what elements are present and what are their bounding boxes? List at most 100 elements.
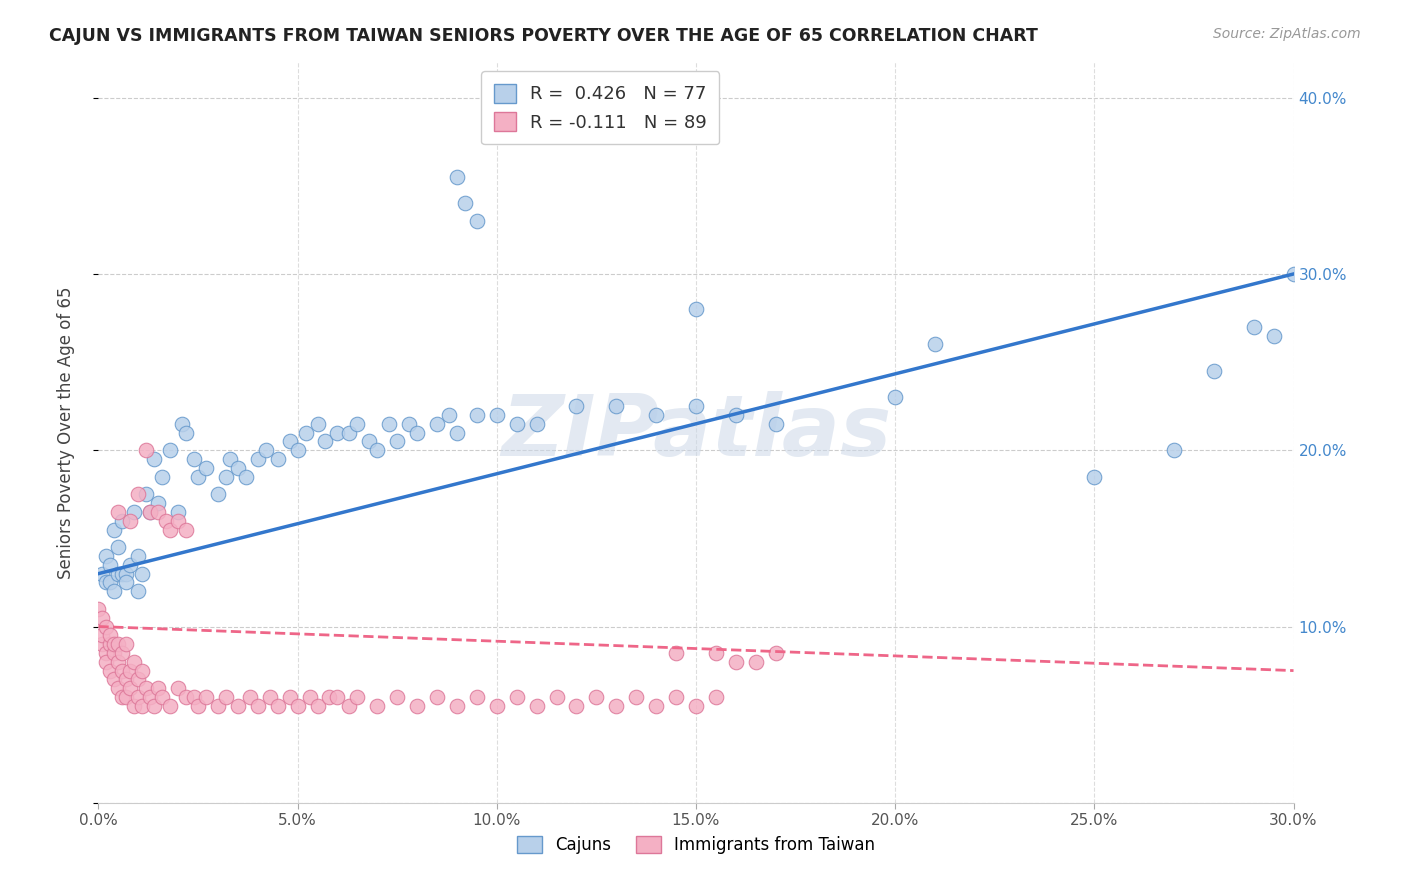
Point [278, 434, 301, 449]
Point [246, 698, 269, 713]
Point [465, 408, 488, 422]
Point [665, 646, 688, 660]
Point [96, 619, 118, 633]
Point [359, 434, 381, 449]
Point [565, 698, 588, 713]
Point [107, 655, 129, 669]
Point [724, 655, 747, 669]
Point [167, 505, 190, 519]
Point [98, 637, 122, 651]
Point [103, 646, 125, 660]
Point [605, 698, 627, 713]
Point [120, 664, 142, 678]
Point [267, 452, 290, 467]
Point [167, 514, 190, 528]
Point [207, 487, 229, 501]
Point [278, 690, 301, 704]
Point [111, 646, 134, 660]
Point [1263, 328, 1285, 343]
Point [103, 584, 125, 599]
Point [159, 698, 181, 713]
Point [139, 505, 162, 519]
Point [665, 690, 688, 704]
Point [174, 425, 197, 440]
Point [326, 425, 349, 440]
Point [135, 443, 157, 458]
Point [107, 681, 129, 696]
Point [174, 690, 197, 704]
Point [704, 646, 727, 660]
Point [96, 655, 118, 669]
Point [924, 337, 946, 351]
Point [298, 690, 321, 704]
Point [120, 558, 142, 572]
Text: CAJUN VS IMMIGRANTS FROM TAIWAN SENIORS POVERTY OVER THE AGE OF 65 CORRELATION C: CAJUN VS IMMIGRANTS FROM TAIWAN SENIORS … [49, 27, 1038, 45]
Point [124, 505, 146, 519]
Point [884, 390, 907, 404]
Point [159, 443, 181, 458]
Point [150, 690, 173, 704]
Point [765, 417, 787, 431]
Point [98, 664, 122, 678]
Point [183, 452, 205, 467]
Point [91, 610, 114, 624]
Point [226, 461, 249, 475]
Point [546, 690, 568, 704]
Point [187, 698, 209, 713]
Point [111, 664, 134, 678]
Point [745, 655, 768, 669]
Point [120, 681, 142, 696]
Point [127, 584, 149, 599]
Point [107, 540, 129, 554]
Point [111, 514, 134, 528]
Point [91, 628, 114, 642]
Point [215, 469, 238, 483]
Point [398, 417, 420, 431]
Point [91, 566, 114, 581]
Point [124, 698, 146, 713]
Point [87, 602, 110, 616]
Point [98, 628, 122, 642]
Point [98, 575, 122, 590]
Point [294, 425, 316, 440]
Point [318, 690, 340, 704]
Point [437, 408, 460, 422]
Point [131, 566, 153, 581]
Point [446, 169, 468, 184]
Point [385, 690, 409, 704]
Point [207, 698, 229, 713]
Point [1202, 364, 1225, 378]
Point [585, 690, 607, 704]
Point [131, 664, 153, 678]
Point [115, 575, 138, 590]
Point [127, 487, 149, 501]
Point [426, 690, 449, 704]
Point [339, 425, 361, 440]
Point [765, 646, 787, 660]
Point [131, 698, 153, 713]
Point [645, 698, 668, 713]
Point [195, 461, 218, 475]
Text: ZIPatlas: ZIPatlas [501, 391, 891, 475]
Point [426, 417, 449, 431]
Point [98, 558, 122, 572]
Text: Source: ZipAtlas.com: Source: ZipAtlas.com [1213, 27, 1361, 41]
Point [526, 417, 548, 431]
Point [91, 637, 114, 651]
Point [326, 690, 349, 704]
Y-axis label: Seniors Poverty Over the Age of 65: Seniors Poverty Over the Age of 65 [56, 286, 75, 579]
Point [103, 673, 125, 687]
Point [406, 425, 429, 440]
Point [287, 443, 309, 458]
Point [150, 469, 173, 483]
Point [219, 452, 242, 467]
Point [107, 505, 129, 519]
Point [704, 690, 727, 704]
Point [167, 681, 190, 696]
Point [254, 443, 277, 458]
Point [187, 469, 209, 483]
Point [96, 575, 118, 590]
Point [685, 302, 707, 317]
Point [127, 549, 149, 563]
Point [148, 505, 170, 519]
